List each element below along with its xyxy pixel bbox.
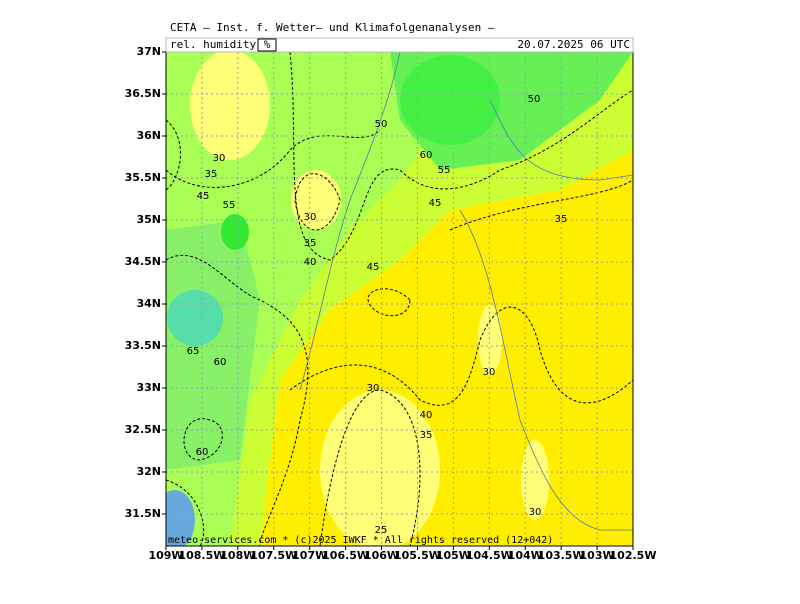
contour-label: 40 xyxy=(420,410,433,421)
lat-label: 32.5N xyxy=(125,423,161,436)
parameter: rel. humidity xyxy=(170,38,256,51)
contour-label: 45 xyxy=(367,262,380,273)
contour-label: 60 xyxy=(420,150,433,161)
contour-label: 50 xyxy=(375,119,388,130)
field xyxy=(166,52,633,546)
contour-label: 55 xyxy=(223,200,236,211)
lon-label: 106.5W xyxy=(322,549,369,562)
lat-label: 35.5N xyxy=(125,171,161,184)
lat-label: 34N xyxy=(136,297,161,310)
contour-label: 60 xyxy=(214,357,227,368)
contour-label: 25 xyxy=(375,525,388,536)
contour-label: 30 xyxy=(213,153,226,164)
header-bar xyxy=(165,37,634,53)
lon-label: 108W xyxy=(220,549,255,562)
contour-label: 45 xyxy=(197,191,210,202)
lon-label: 106W xyxy=(364,549,399,562)
contour-label: 55 xyxy=(438,165,451,176)
contour-label: 35 xyxy=(205,169,218,180)
contour-label: 65 xyxy=(187,346,200,357)
contour-label: 35 xyxy=(555,214,568,225)
lat-label: 37N xyxy=(136,45,161,58)
valid-time: 20.07.2025 06 UTC xyxy=(517,38,630,51)
contour-label: 35 xyxy=(304,238,317,249)
lat-label: 32N xyxy=(136,465,161,478)
lon-label: 109W xyxy=(148,549,183,562)
lon-label: 105.5W xyxy=(394,549,441,562)
lat-label: 36.5N xyxy=(125,87,161,100)
contour-label: 50 xyxy=(528,94,541,105)
contour-label: 30 xyxy=(483,367,496,378)
lon-label: 103.5W xyxy=(538,549,585,562)
unit-box xyxy=(257,38,277,52)
lon-label: 107.5W xyxy=(250,549,297,562)
contour-label: 30 xyxy=(367,383,380,394)
contour-label: 40 xyxy=(304,257,317,268)
unit: % xyxy=(264,38,271,51)
contour-label: 30 xyxy=(529,507,542,518)
lat-label: 31.5N xyxy=(125,507,161,520)
lon-label: 108.5W xyxy=(178,549,225,562)
lat-label: 34.5N xyxy=(125,255,161,268)
contour-label: 45 xyxy=(429,198,442,209)
lon-label: 103W xyxy=(580,549,615,562)
lat-label: 33.5N xyxy=(125,339,161,352)
lat-label: 35N xyxy=(136,213,161,226)
contour-label: 35 xyxy=(420,430,433,441)
footer: meteo-services.com * (c)2025 IWKF * All … xyxy=(168,535,553,546)
lon-label: 104.5W xyxy=(466,549,513,562)
contour-label: 30 xyxy=(304,212,317,223)
contour-label: 60 xyxy=(196,447,209,458)
lon-label: 104W xyxy=(508,549,543,562)
title: CETA — Inst. f. Wetter— und Klimafolgena… xyxy=(170,21,495,34)
lon-label: 107W xyxy=(292,549,327,562)
lat-label: 36N xyxy=(136,129,161,142)
lon-label: 105W xyxy=(436,549,471,562)
lat-label: 33N xyxy=(136,381,161,394)
lon-label: 102.5W xyxy=(610,549,657,562)
